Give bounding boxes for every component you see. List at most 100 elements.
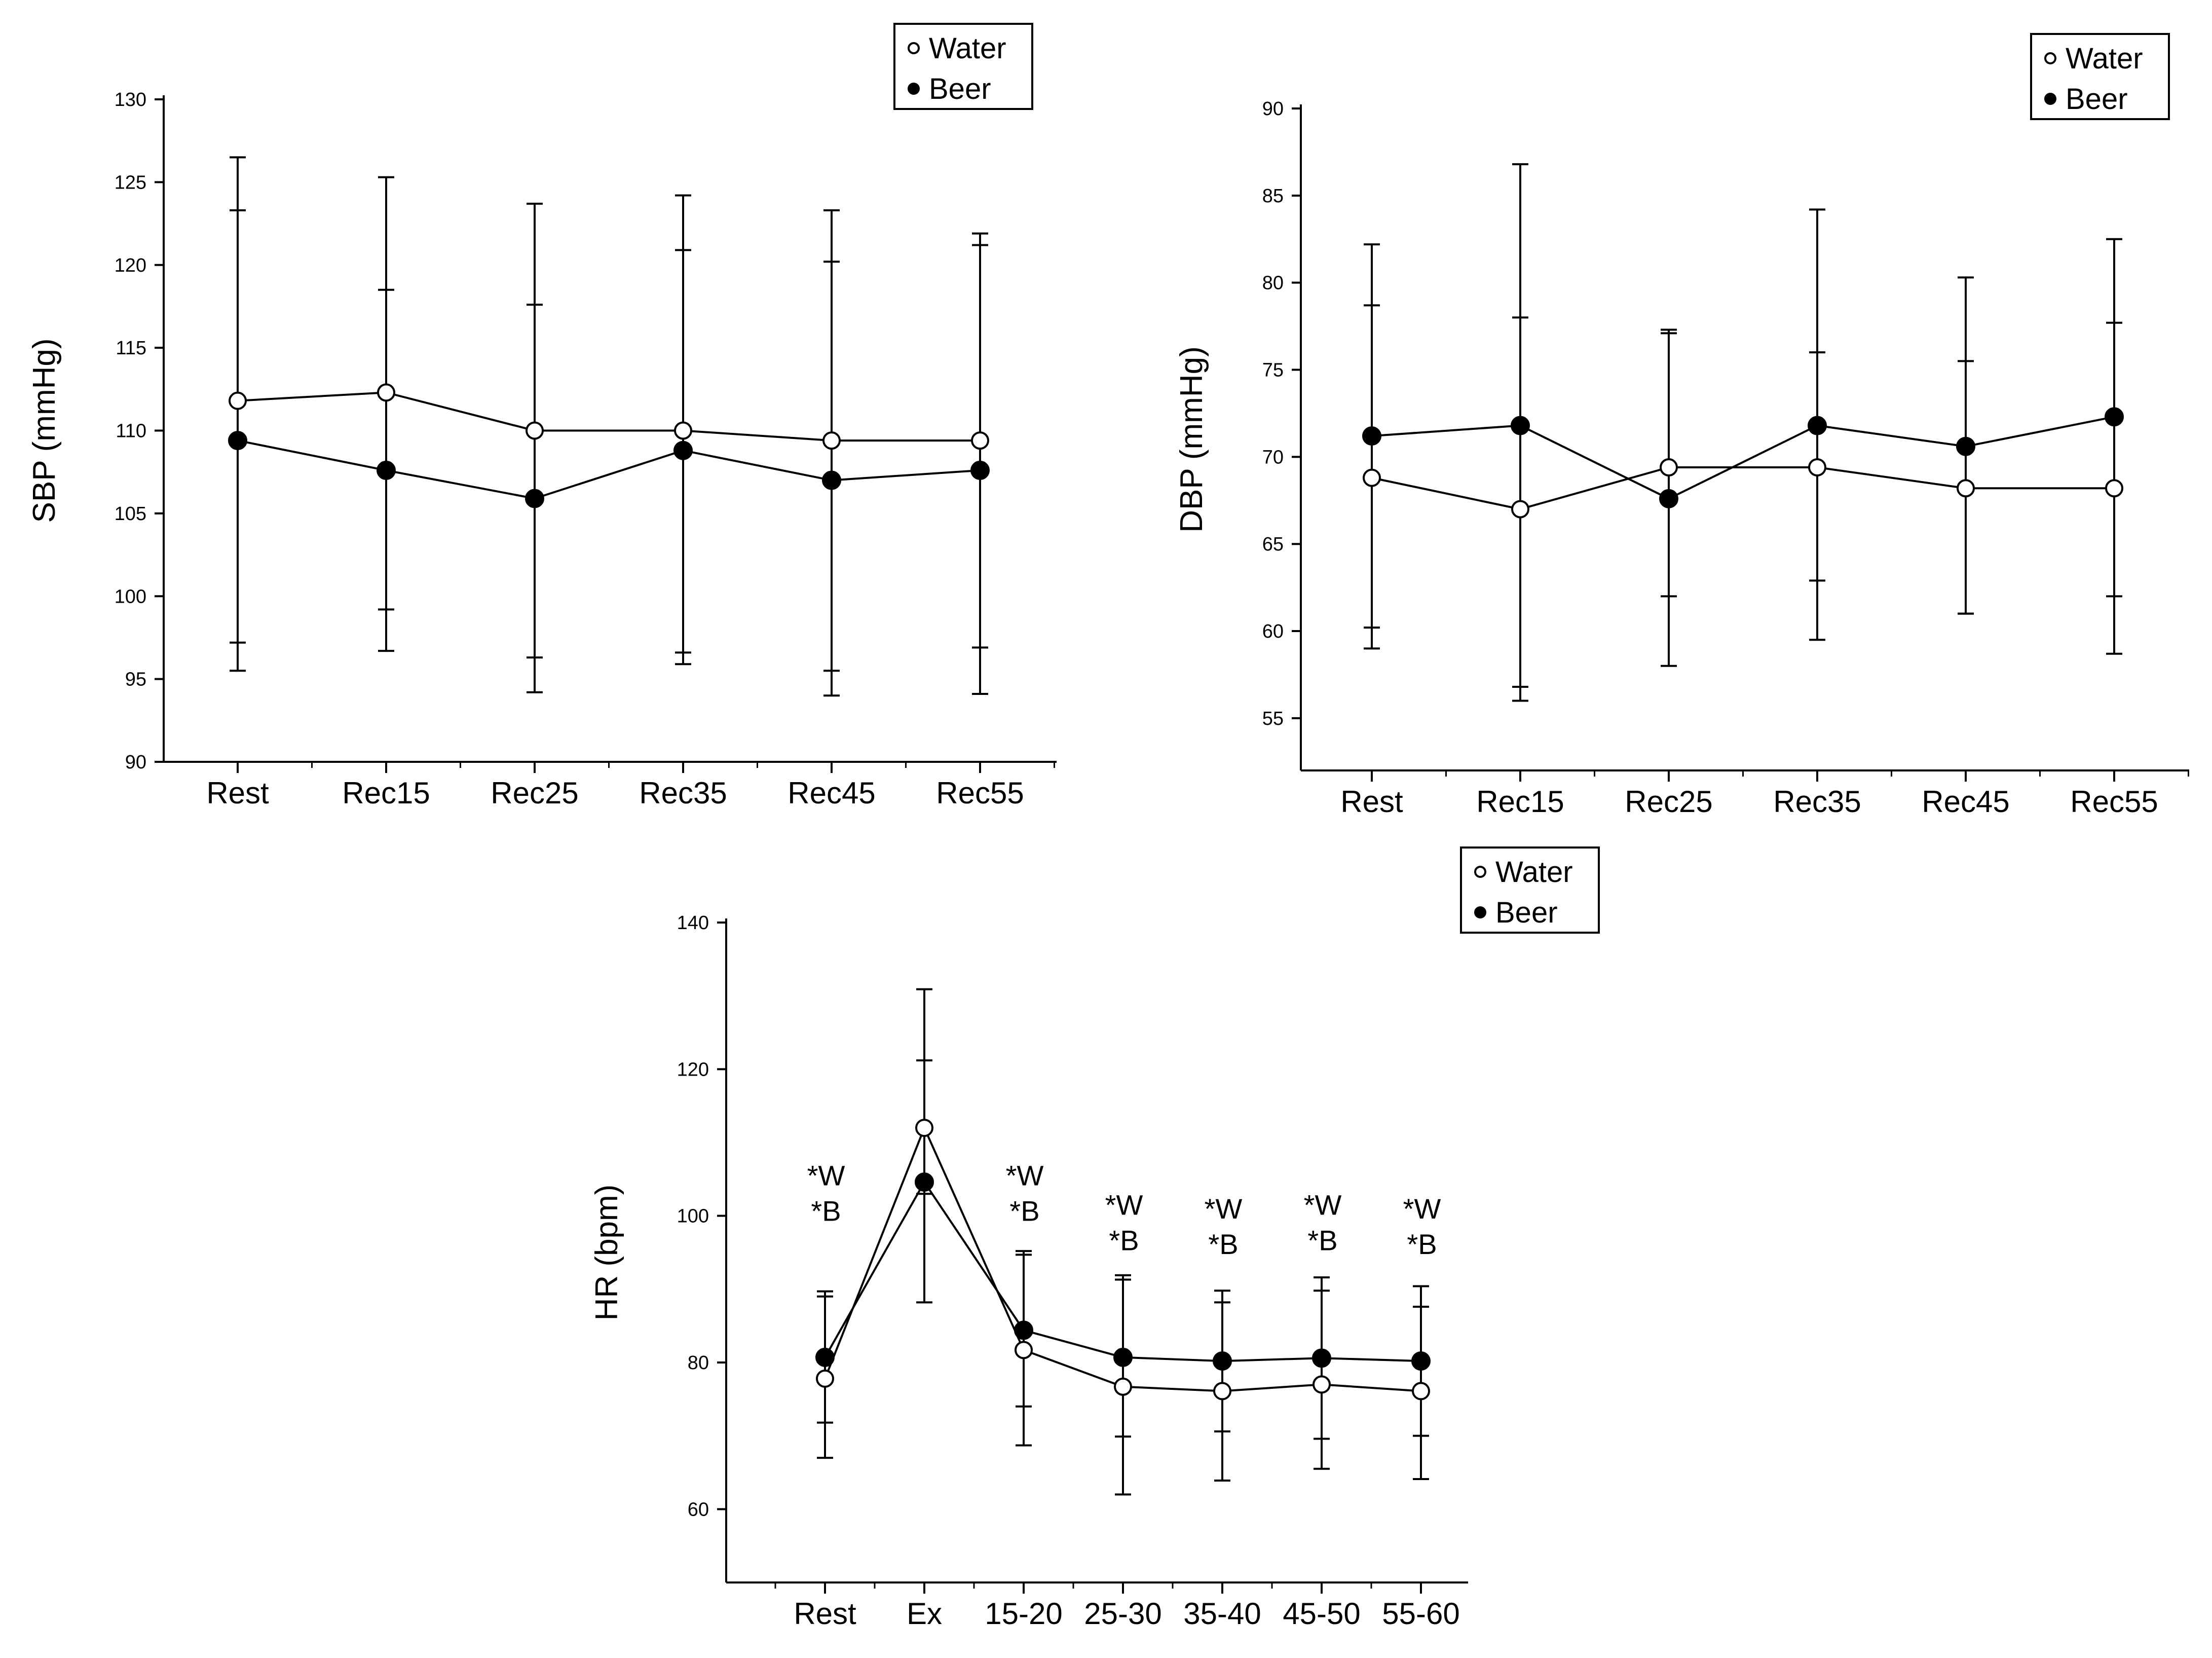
hr-y-tick-label: 100	[677, 1206, 709, 1227]
sbp-category-label: Rec55	[936, 776, 1024, 810]
sbp-beer-point	[970, 460, 990, 480]
sbp-water-point	[822, 431, 841, 450]
sbp-y-tick-label: 105	[115, 503, 146, 525]
sbp-legend-beer-label: Beer	[929, 72, 991, 105]
dbp-water-point	[1808, 458, 1826, 476]
sbp-y-axis-label: SBP (mmHg)	[27, 338, 62, 523]
sbp-category-label: Rest	[206, 776, 269, 810]
hr-beer-point	[1113, 1347, 1133, 1367]
dbp-legend-beer-marker	[2044, 93, 2056, 105]
dbp-water-point	[1511, 500, 1529, 519]
hr-category-label: 15-20	[985, 1597, 1062, 1631]
dbp-y-axis-label: DBP (mmHg)	[1174, 346, 1209, 532]
dbp-beer-point	[1808, 416, 1827, 435]
sbp-water-point	[377, 383, 395, 402]
sbp-y-tick-label: 95	[125, 669, 146, 690]
dbp-y-tick-label: 55	[1262, 708, 1284, 729]
sbp-legend-beer-marker	[908, 83, 920, 95]
dbp-category-label: Rec35	[1773, 785, 1861, 819]
hr-legend-box	[1460, 846, 1600, 934]
hr-beer-point	[815, 1347, 835, 1367]
dbp-water-point	[1660, 458, 1678, 476]
sbp-y-tick-label: 110	[116, 421, 146, 442]
hr-water-point	[1015, 1341, 1033, 1359]
hr-legend-water-marker	[1474, 866, 1486, 878]
hr-annotation-text: *B	[1307, 1225, 1337, 1257]
dbp-panel: 55 60 65 70 75 80 85 90 Rest Rec15 Rec25 Rec35 Rec45…	[1174, 33, 2189, 819]
sbp-water-point	[674, 421, 692, 440]
dbp-legend-water-marker	[2044, 52, 2056, 64]
dbp-y-tick-label: 70	[1262, 447, 1284, 468]
dbp-y-tick-label: 75	[1262, 360, 1284, 381]
hr-category-label: Rest	[794, 1597, 856, 1631]
dbp-beer-point	[1362, 426, 1381, 446]
hr-water-point	[915, 1119, 933, 1137]
sbp-water-line	[237, 391, 980, 442]
hr-annotation-text: *W	[1105, 1189, 1143, 1221]
sbp-y-tick-label: 115	[116, 338, 146, 359]
dbp-y-tick-label: 90	[1262, 98, 1284, 120]
hr-water-point	[1313, 1375, 1331, 1394]
hr-water-point	[1114, 1377, 1132, 1396]
hr-annotation-text: *B	[1009, 1195, 1039, 1227]
hr-beer-point	[1312, 1348, 1331, 1368]
sbp-water-point	[526, 421, 544, 440]
dbp-category-label: Rec45	[1922, 785, 2009, 819]
sbp-water-point	[229, 391, 247, 410]
dbp-water-line	[1371, 466, 2114, 510]
sbp-beer-point	[377, 460, 396, 480]
sbp-y-tick-label: 130	[115, 89, 146, 110]
dbp-legend-beer-label: Beer	[2066, 83, 2128, 116]
hr-annotation-text: *B	[811, 1195, 841, 1227]
dbp-beer-point	[1956, 436, 1975, 456]
hr-legend-beer-marker	[1474, 906, 1486, 918]
hr-category-label: 45-50	[1283, 1597, 1360, 1631]
dbp-y-tick-label: 85	[1262, 186, 1284, 207]
sbp-y-tick-label: 125	[115, 172, 146, 193]
sbp-beer-point	[525, 489, 544, 508]
sbp-y-tick-label: 100	[115, 586, 146, 607]
dbp-water-point	[2105, 479, 2123, 498]
hr-legend-water-label: Water	[1495, 856, 1573, 889]
hr-y-tick-label: 140	[677, 912, 709, 934]
hr-annotation-text: *W	[1304, 1189, 1342, 1221]
hr-water-point	[1412, 1382, 1430, 1401]
dbp-legend-box	[2030, 33, 2170, 120]
dbp-category-label: Rec25	[1625, 785, 1712, 819]
sbp-beer-point	[673, 440, 693, 460]
dbp-y-tick-label: 80	[1262, 273, 1284, 294]
sbp-legend-water-marker	[908, 42, 920, 54]
sbp-water-point	[971, 431, 989, 450]
hr-water-point	[1213, 1382, 1231, 1401]
hr-beer-point	[1411, 1351, 1431, 1371]
sbp-category-label: Rec45	[788, 776, 875, 810]
hr-annotation-text: *W	[1403, 1193, 1441, 1225]
hr-category-label: Ex	[907, 1597, 942, 1631]
dbp-beer-line	[1371, 416, 2115, 500]
hr-beer-point	[1213, 1351, 1232, 1371]
hr-water-point	[816, 1369, 834, 1388]
hr-legend-beer-label: Beer	[1495, 896, 1558, 929]
hr-panel: 60 80 100 120 140 Rest Ex 15-20 25-30 35-40 45-50 5…	[589, 846, 1600, 1631]
dbp-category-label: Rec15	[1476, 785, 1564, 819]
sbp-category-label: Rec35	[639, 776, 727, 810]
sbp-beer-line	[237, 439, 981, 500]
hr-annotation-text: *W	[1006, 1160, 1044, 1192]
hr-y-tick-label: 80	[688, 1352, 709, 1374]
hr-annotation-text: *B	[1407, 1228, 1437, 1260]
dbp-legend-water-label: Water	[2066, 42, 2143, 75]
hr-category-label: 35-40	[1183, 1597, 1261, 1631]
dbp-beer-point	[1511, 416, 1530, 435]
sbp-panel: 90 95 100 105 110 115 120 125 130 Rest Rec15 Rec25 R…	[27, 23, 1057, 810]
dbp-water-point	[1957, 479, 1975, 498]
sbp-legend-box	[893, 23, 1033, 110]
dbp-category-label: Rec55	[2070, 785, 2158, 819]
hr-category-label: 55-60	[1382, 1597, 1459, 1631]
sbp-beer-point	[228, 431, 247, 451]
dbp-beer-point	[1659, 489, 1678, 508]
hr-beer-point	[1014, 1320, 1033, 1340]
hr-category-label: 25-30	[1084, 1597, 1161, 1631]
hr-y-axis-label: HR (bpm)	[589, 1185, 624, 1321]
sbp-category-label: Rec25	[491, 776, 578, 810]
